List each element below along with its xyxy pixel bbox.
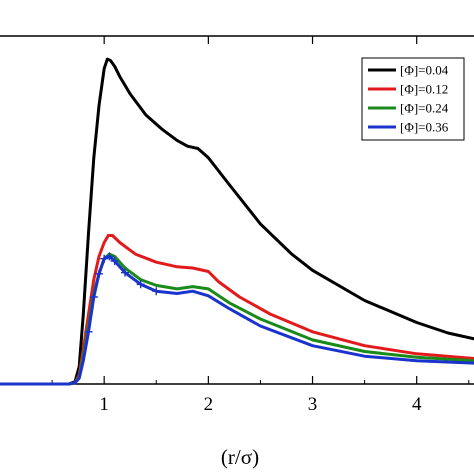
- series-line-1: [0, 57, 474, 386]
- legend-label-1: [Φ]=0.04: [400, 63, 449, 78]
- series-4-marker: [110, 257, 119, 266]
- x-axis-ticks: 1 2 3 4: [51, 36, 470, 415]
- series-markers: [84, 252, 161, 336]
- series-4-marker: [84, 327, 93, 336]
- series-4-marker: [100, 254, 109, 263]
- series-4-marker: [121, 268, 130, 277]
- series-4-marker: [105, 252, 114, 261]
- x-tick-label: 1: [99, 394, 109, 415]
- x-tick-label: 2: [204, 394, 214, 415]
- x-axis-label: (r/σ): [221, 445, 259, 469]
- legend-label-2: [Φ]=0.12: [400, 82, 448, 97]
- series-4-marker: [136, 280, 145, 289]
- legend-label-3: [Φ]=0.24: [400, 101, 449, 116]
- series-line-4: [0, 254, 474, 386]
- legend-label-4: [Φ]=0.36: [400, 120, 449, 135]
- series-line-2: [0, 234, 474, 386]
- series-4-marker: [89, 293, 98, 301]
- series-4-marker: [94, 269, 103, 278]
- series-4-marker: [152, 287, 161, 296]
- plot-frame: [0, 35, 474, 385]
- legend: [Φ]=0.04 [Φ]=0.12 [Φ]=0.24 [Φ]=0.36: [361, 57, 465, 141]
- x-tick-label: 3: [308, 394, 318, 415]
- series-line-3: [0, 252, 474, 386]
- x-tick-label: 4: [412, 394, 422, 415]
